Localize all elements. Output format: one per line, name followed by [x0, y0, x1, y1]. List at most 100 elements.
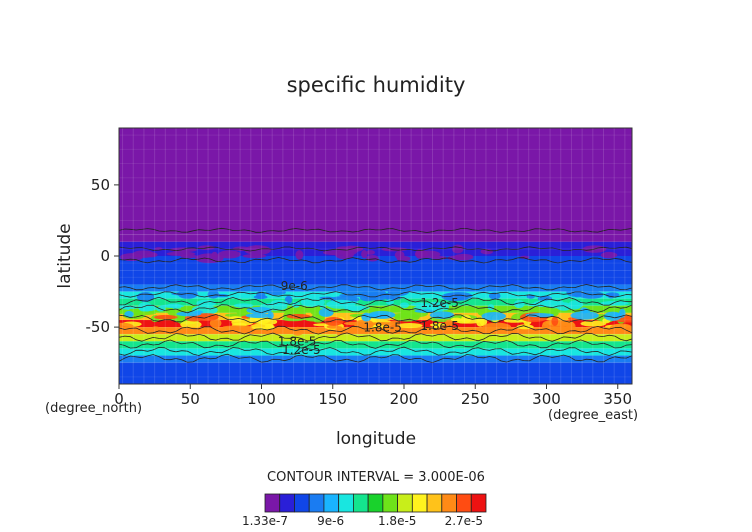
- field-anomaly: [209, 318, 222, 328]
- y-axis: 50 0 -50: [86, 176, 119, 336]
- contour-line: [119, 346, 632, 356]
- colorbar-swatch: [352, 493, 369, 513]
- field-anomaly: [176, 311, 202, 317]
- y-units-label: (degree_north): [45, 401, 142, 416]
- field-anomaly: [139, 304, 158, 312]
- field-anomaly: [318, 308, 334, 317]
- contour-line: [119, 296, 632, 307]
- plot-area: [119, 128, 632, 384]
- field-anomaly: [361, 312, 372, 322]
- colorbar-swatch: [470, 493, 487, 513]
- field-anomaly: [326, 324, 339, 329]
- field-anomaly: [159, 304, 185, 308]
- field-anomaly: [366, 250, 375, 255]
- field-anomaly: [382, 324, 391, 335]
- x-axis-label: longitude: [336, 429, 416, 449]
- field-anomaly: [245, 313, 272, 319]
- contour-label: 1.2e-5: [420, 296, 458, 310]
- field-band: [119, 256, 632, 271]
- field-anomaly: [388, 287, 410, 297]
- contour-line: [119, 303, 632, 314]
- field-band: [119, 270, 632, 285]
- contour-line: [119, 284, 632, 291]
- field-anomaly: [343, 321, 366, 326]
- x-tick-label: 350: [603, 390, 632, 408]
- field-anomaly: [178, 327, 201, 332]
- colorbar: [264, 493, 487, 513]
- field-anomaly: [580, 320, 607, 327]
- field-anomaly: [335, 249, 354, 260]
- contour-line: [119, 353, 632, 364]
- colorbar-swatch: [338, 493, 354, 513]
- field-anomaly: [570, 311, 599, 320]
- contour-label: 1.8e-5: [420, 319, 458, 333]
- field-anomaly: [480, 248, 494, 255]
- colorbar-tick-label: 9e-6: [317, 514, 344, 528]
- field-anomaly: [295, 250, 304, 260]
- field-anomaly: [323, 317, 344, 326]
- field-anomaly: [222, 325, 253, 329]
- field-anomaly: [335, 326, 344, 336]
- field-anomaly: [488, 292, 501, 300]
- field-anomaly: [340, 288, 368, 295]
- field-anomaly: [551, 316, 559, 327]
- field-anomaly: [426, 301, 444, 311]
- field-band: [119, 305, 632, 313]
- field-anomaly: [513, 300, 525, 309]
- contour-label: 1.2e-5: [282, 343, 320, 357]
- field-band: [119, 234, 632, 242]
- field-anomaly: [613, 312, 623, 317]
- field-anomaly: [180, 254, 198, 259]
- contour-lines: [119, 227, 632, 364]
- field-anomaly: [348, 326, 361, 333]
- x-tick-label: 250: [461, 390, 490, 408]
- field-band: [119, 327, 632, 335]
- contour-line: [119, 257, 632, 264]
- x-units-label: (degree_east): [548, 408, 638, 423]
- field-anomaly: [453, 253, 474, 261]
- field-anomaly: [224, 313, 246, 318]
- field-anomaly: [211, 251, 218, 259]
- contour-labels: 9e-61.2e-51.8e-51.8e-51.8e-51.2e-5: [278, 279, 459, 357]
- y-tick-label: -50: [86, 318, 111, 336]
- field-anomaly: [387, 295, 402, 301]
- field-anomaly: [300, 297, 325, 307]
- field-band: [119, 284, 632, 292]
- field-anomaly: [153, 314, 178, 320]
- field-anomaly: [516, 324, 534, 330]
- field-anomaly: [250, 323, 275, 330]
- field-anomaly: [180, 320, 202, 329]
- field-anomaly: [388, 320, 401, 328]
- field-band: [119, 128, 632, 235]
- colorbar-swatch: [441, 493, 457, 513]
- field-anomaly: [120, 253, 144, 262]
- colorbar-tick-label: 1.8e-5: [378, 514, 416, 528]
- field-anomaly: [556, 302, 572, 311]
- contour-label: 9e-6: [281, 279, 308, 293]
- x-tick-label: 0: [114, 390, 124, 408]
- x-tick-label: 150: [318, 390, 347, 408]
- contour-interval-text: CONTOUR INTERVAL = 3.000E-06: [267, 470, 485, 485]
- contour-line: [119, 291, 632, 298]
- colorbar-swatch: [426, 493, 443, 513]
- field-anomaly: [361, 249, 368, 259]
- field-band: [119, 341, 632, 349]
- field-anomaly: [146, 252, 158, 258]
- colorbar-swatch: [456, 493, 472, 513]
- field-anomaly: [600, 251, 618, 259]
- field-anomaly: [453, 318, 482, 324]
- humidity-anomalies: [119, 244, 632, 336]
- grid-lines: [119, 128, 632, 384]
- colorbar-swatch: [367, 493, 384, 513]
- colorbar-swatch: [323, 493, 340, 513]
- x-axis: 0 50 100 150 200 250 300 350: [114, 384, 632, 408]
- field-band: [119, 355, 632, 363]
- field-anomaly: [396, 323, 423, 329]
- contour-line: [119, 227, 632, 233]
- colorbar-swatch: [411, 493, 428, 513]
- colorbar-swatch: [279, 493, 295, 513]
- field-band: [119, 362, 632, 384]
- field-anomaly: [503, 318, 527, 323]
- x-tick-label: 300: [532, 390, 561, 408]
- field-anomaly: [124, 310, 134, 318]
